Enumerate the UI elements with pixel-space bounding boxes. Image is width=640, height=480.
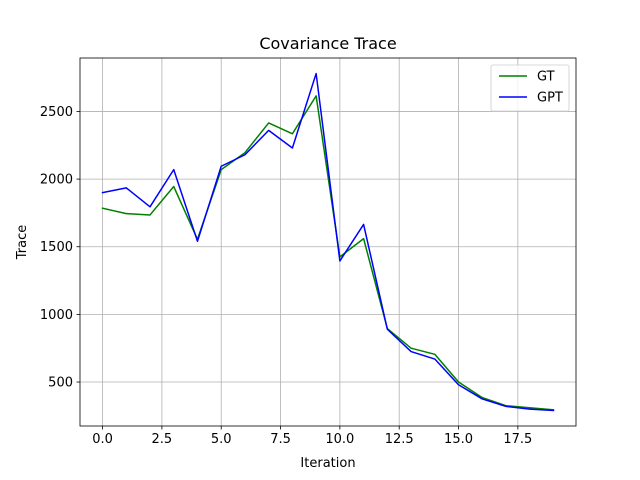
ticks-layer: 0.0 2.5 5.0 7.5 10.0 12.5 15.0 17.5 500 1000 1500 2…	[40, 105, 532, 447]
chart-title: Covariance Trace	[259, 34, 396, 53]
x-tick-label: 12.5	[385, 432, 414, 447]
series-line-gt	[101, 95, 555, 411]
y-axis-title: Trace	[15, 225, 30, 261]
x-axis-title: Iteration	[300, 456, 355, 471]
legend-label-gpt: GPT	[537, 91, 563, 106]
legend-label-gt: GT	[537, 70, 555, 85]
y-tick-label: 1500	[40, 240, 73, 255]
x-tick-label: 7.5	[270, 432, 291, 447]
y-tick-label: 500	[48, 376, 73, 391]
x-tick-label: 17.5	[503, 432, 532, 447]
y-tick-label: 1000	[40, 308, 73, 323]
x-tick-label: 10.0	[325, 432, 354, 447]
grid-layer	[80, 58, 576, 426]
x-tick-label: 2.5	[152, 432, 173, 447]
y-tick-label: 2500	[40, 105, 73, 120]
x-tick-label: 0.0	[92, 432, 113, 447]
plot-area-frame	[79, 57, 577, 427]
x-tick-label: 15.0	[444, 432, 473, 447]
y-tick-label: 2000	[40, 173, 73, 188]
series-layer	[101, 72, 555, 412]
x-tick-label: 5.0	[211, 432, 232, 447]
series-line-gpt	[101, 72, 555, 412]
legend: GT GPT	[490, 64, 570, 112]
